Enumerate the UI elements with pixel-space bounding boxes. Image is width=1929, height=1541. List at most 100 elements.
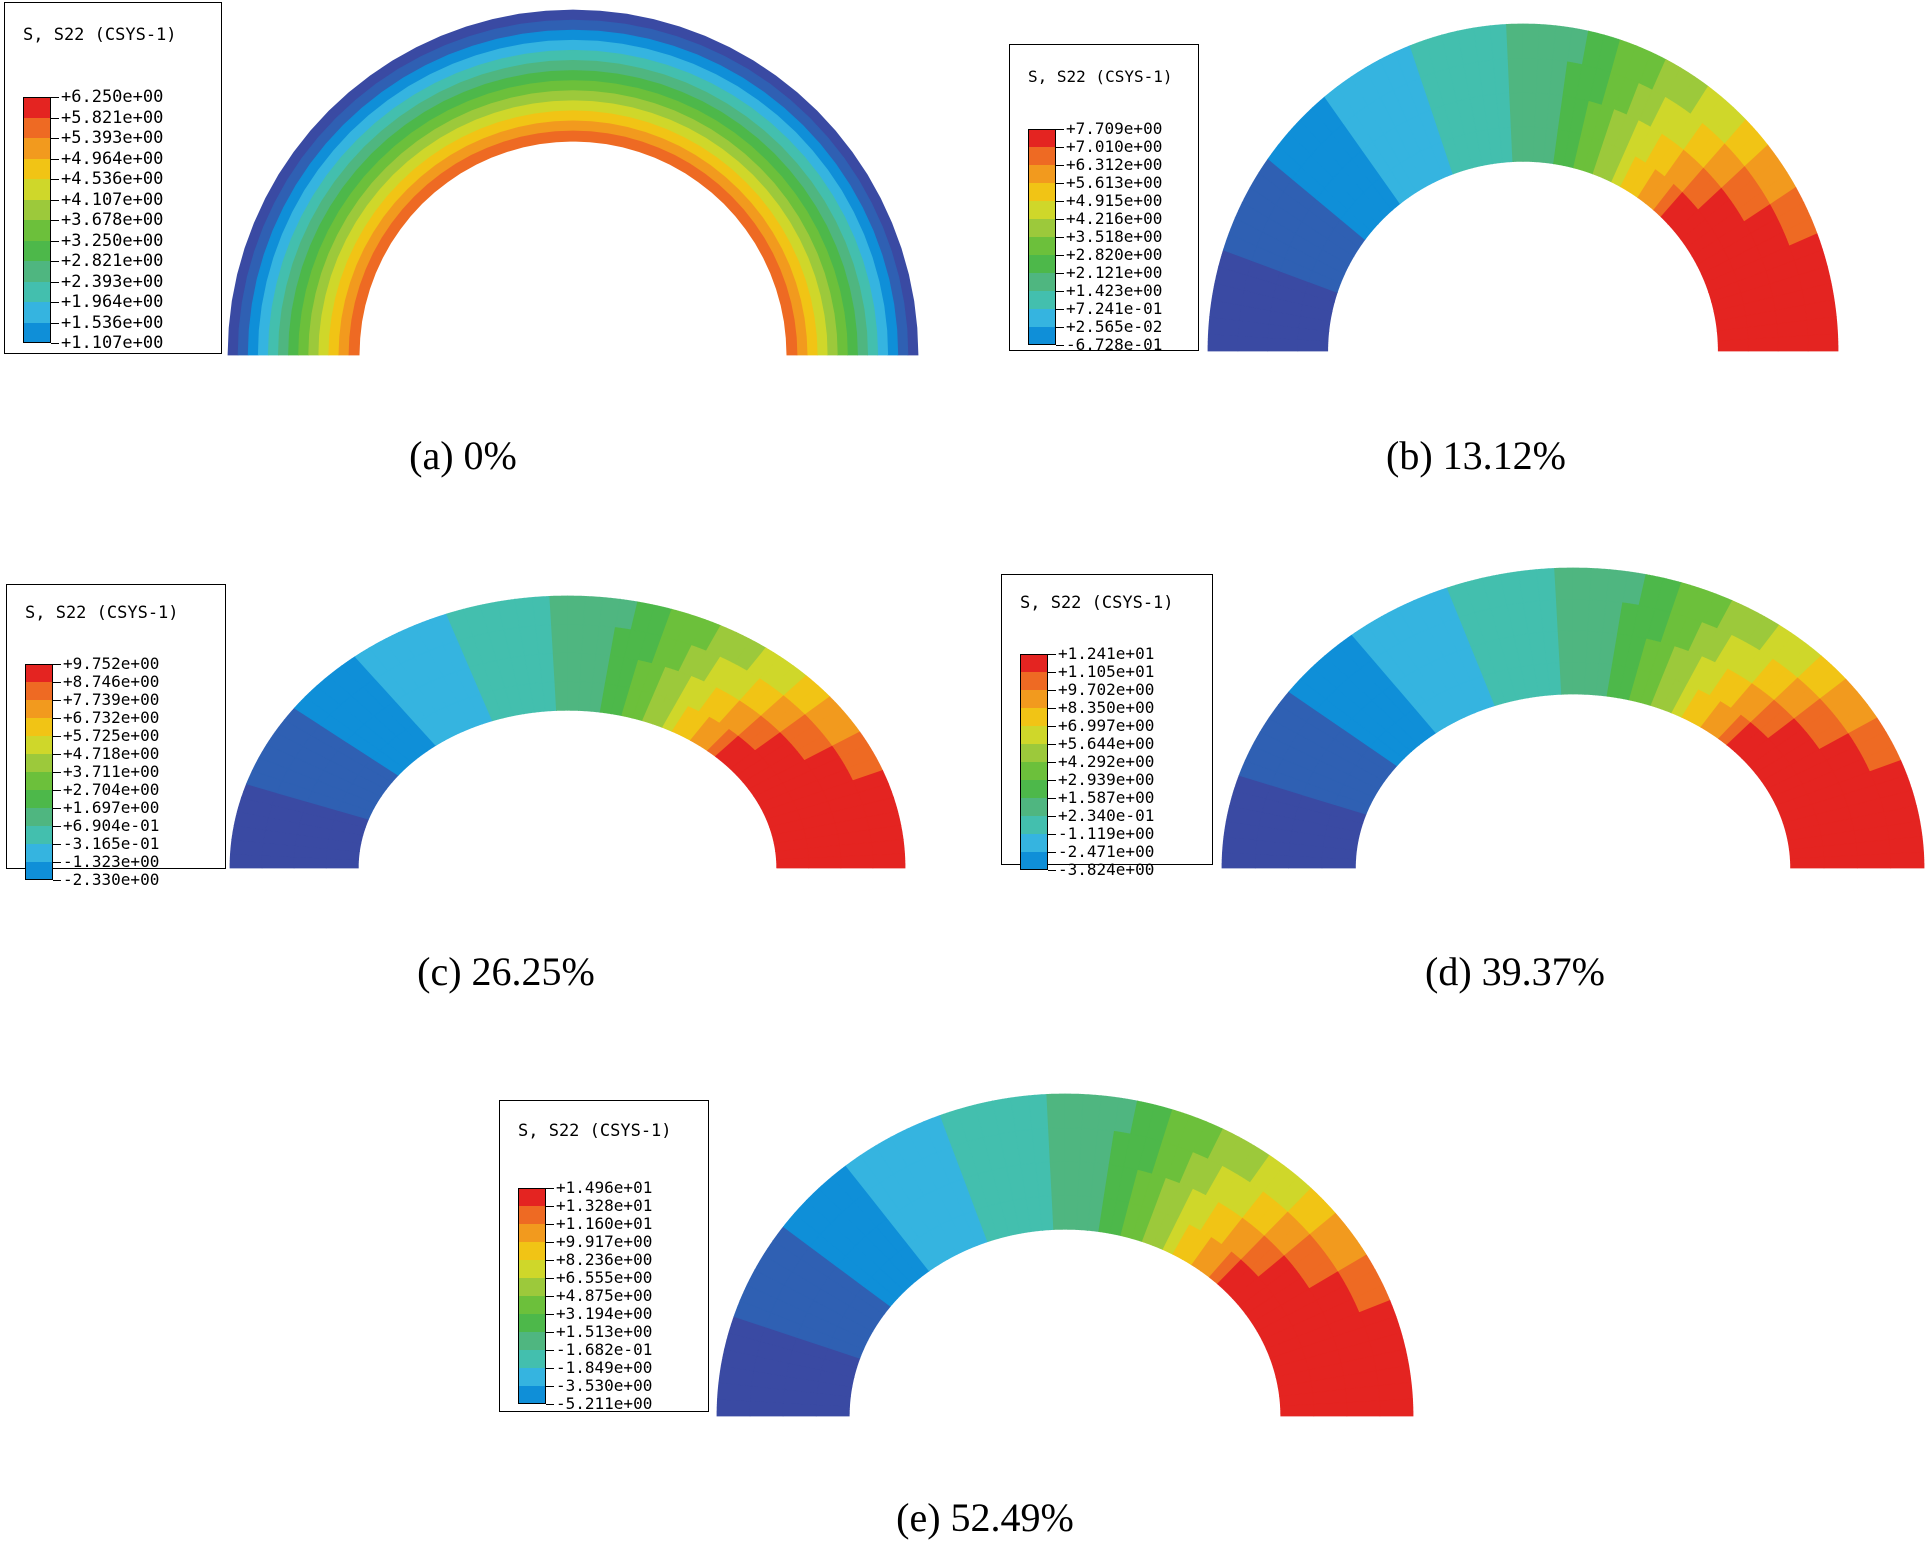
legend-label: +2.820e+00: [1066, 245, 1163, 264]
contour-band: [832, 1325, 869, 1350]
contour-band: [549, 595, 568, 626]
contour-band: [1470, 675, 1496, 710]
contour-band: [837, 1315, 874, 1341]
legend-label: +1.423e+00: [1066, 281, 1163, 300]
contour-band: [839, 842, 873, 858]
legend-label: +1.536e+00: [61, 312, 164, 333]
contour-band: [425, 711, 455, 741]
contour-band: [1221, 851, 1257, 869]
contour-band: [1048, 1127, 1066, 1163]
legend-label: -3.165e-01: [63, 834, 160, 853]
contour-band: [1012, 1197, 1032, 1234]
legend-swatch: [25, 826, 53, 844]
contour-band: [1327, 228, 1360, 257]
legend-swatch: [518, 1242, 546, 1260]
contour-band: [567, 652, 583, 683]
legend-tick: [51, 302, 59, 304]
legend-tick: [51, 220, 59, 222]
contour-band: [1280, 1404, 1315, 1417]
legend-tick: [53, 754, 61, 755]
caption-e: (e) 52.49%: [896, 1495, 1074, 1540]
legend-tick: [1048, 708, 1056, 709]
legend-tick: [51, 158, 59, 160]
contour-band: [1766, 774, 1804, 798]
contour-band: [758, 791, 794, 812]
contour-band: [782, 1402, 817, 1417]
contour-band: [1322, 846, 1358, 860]
legend-swatch: [1020, 798, 1048, 816]
contour-band: [446, 701, 474, 732]
legend-title: S, S22 (CSYS-1): [1020, 593, 1174, 613]
contour-band: [729, 750, 764, 776]
contour-band: [1494, 668, 1518, 704]
contour-band: [963, 1209, 989, 1246]
contour-band: [1553, 129, 1571, 167]
contour-band: [551, 624, 568, 654]
legend-tick: [1056, 201, 1064, 202]
contour-band: [1639, 672, 1664, 707]
contour-band: [1330, 804, 1367, 824]
contour-band: [1700, 701, 1732, 734]
legend-tick: [546, 1278, 554, 1279]
contour-band: [918, 1230, 949, 1266]
legend-swatch: [1020, 726, 1048, 744]
caption-d: (d) 39.37%: [1425, 949, 1605, 994]
legend-tick: [1056, 219, 1064, 220]
contour-plot-e: [716, 1093, 1414, 1417]
contour-band: [1499, 126, 1514, 163]
legend-swatch: [518, 1350, 546, 1368]
legend-swatch: [518, 1260, 546, 1278]
contour-band: [1304, 281, 1338, 303]
contour-band: [1380, 169, 1409, 205]
contour-band: [1660, 679, 1688, 714]
legend-swatch: [25, 718, 53, 736]
legend-tick: [53, 790, 61, 791]
legend-tick: [1056, 237, 1064, 238]
contour-band: [818, 1369, 855, 1388]
contour-band: [567, 624, 584, 654]
legend-swatch: [25, 772, 53, 790]
legend-swatch: [1028, 201, 1056, 219]
legend-label: +1.241e+01: [1058, 644, 1155, 663]
contour-band: [870, 839, 905, 856]
legend-label: -3.530e+00: [556, 1376, 653, 1395]
contour-band: [698, 722, 730, 752]
contour-band: [1779, 804, 1816, 824]
contour-band: [1680, 218, 1713, 249]
contour-band: [1435, 689, 1465, 723]
contour-band: [1430, 141, 1454, 179]
contour-band: [1681, 689, 1711, 723]
contour-band: [1777, 335, 1809, 352]
contour-band: [1324, 824, 1361, 842]
legend-label: +4.292e+00: [1058, 752, 1155, 771]
contour-band: [824, 1347, 861, 1369]
contour-band: [1522, 57, 1539, 94]
contour-band: [1377, 1381, 1413, 1402]
contour-band: [776, 857, 810, 869]
contour-band: [348, 130, 798, 356]
legend-tick: [546, 1224, 554, 1225]
legend-title: S, S22 (CSYS-1): [23, 25, 177, 45]
legend-tick: [1048, 726, 1056, 727]
legend-swatch: [1020, 780, 1048, 798]
legend-swatch: [25, 664, 53, 682]
legend-swatch: [25, 682, 53, 700]
contour-band: [1279, 1392, 1314, 1407]
contour-band: [1369, 738, 1405, 767]
contour-band: [1506, 23, 1524, 60]
legend-label: +1.513e+00: [556, 1322, 653, 1341]
contour-band: [1299, 303, 1333, 322]
contour-band: [987, 1202, 1010, 1239]
legend-label: +8.236e+00: [556, 1250, 653, 1269]
legend-swatch: [25, 844, 53, 862]
contour-band: [689, 716, 721, 746]
legend-swatch: [23, 302, 51, 323]
contour-band: [1224, 1267, 1259, 1300]
contour-band: [1696, 248, 1730, 275]
contour-band: [1347, 200, 1379, 233]
legend-a: S, S22 (CSYS-1) +6.250e+00 +5.821e+00 +5.3…: [4, 2, 222, 354]
contour-band: [1522, 23, 1540, 60]
contour-band: [1715, 315, 1748, 332]
contour-band: [821, 1358, 858, 1378]
contour-band: [863, 1276, 898, 1307]
